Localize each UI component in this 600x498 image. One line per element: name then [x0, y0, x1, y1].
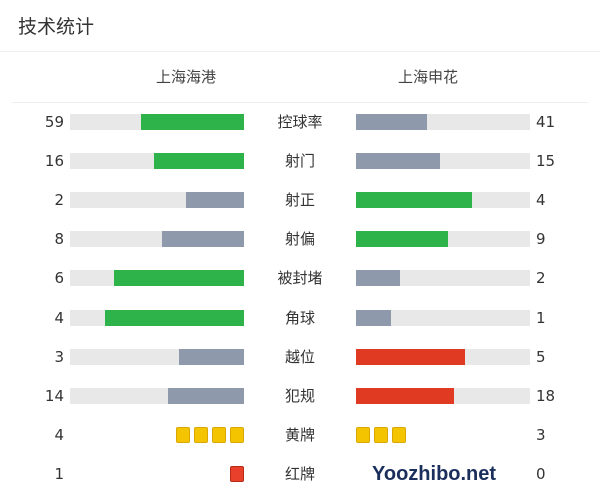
stat-row: 2 射正 4 — [0, 190, 600, 210]
stat-label: 射正 — [284, 191, 315, 209]
stat-label: 犯规 — [284, 387, 315, 405]
stat-row: 59 控球率 41 — [0, 112, 600, 132]
watermark-logo: Yoozhibo.net — [372, 463, 497, 485]
stat-row: 4 角球 1 — [0, 308, 600, 328]
home-value: 8 — [54, 230, 64, 248]
away-value: 3 — [536, 426, 546, 444]
home-bar-track — [70, 310, 244, 326]
away-bar — [356, 192, 472, 208]
stat-label: 控球率 — [277, 113, 323, 131]
away-value: 15 — [536, 152, 556, 170]
home-value: 16 — [44, 152, 64, 170]
stat-row: 6 被封堵 2 — [0, 268, 600, 288]
yellow-card-icon — [230, 427, 244, 443]
yellow-card-icon — [194, 427, 208, 443]
home-team-name: 上海海港 — [155, 68, 216, 86]
away-bar-track — [356, 388, 530, 404]
home-bar-track — [70, 388, 244, 404]
divider — [0, 51, 600, 52]
home-value: 1 — [54, 465, 64, 483]
home-bar — [154, 153, 244, 169]
home-bar-track — [70, 349, 244, 365]
away-cards — [356, 427, 406, 443]
red-card-icon — [230, 466, 244, 482]
home-bar-track — [70, 231, 244, 247]
stat-label: 红牌 — [284, 465, 315, 483]
home-value: 14 — [44, 387, 64, 405]
away-value: 41 — [536, 113, 556, 131]
away-bar-track — [356, 153, 530, 169]
home-value: 4 — [54, 426, 64, 444]
away-bar — [356, 310, 391, 326]
home-value: 3 — [54, 348, 64, 366]
home-bar-track — [70, 270, 244, 286]
yellow-card-icon — [374, 427, 388, 443]
home-value: 59 — [44, 113, 64, 131]
home-bar — [141, 114, 244, 130]
stat-label: 角球 — [284, 309, 315, 327]
away-bar-track — [356, 192, 530, 208]
stat-label: 越位 — [284, 348, 315, 366]
stat-label: 射偏 — [284, 230, 315, 248]
home-value: 2 — [54, 191, 64, 209]
away-value: 0 — [536, 465, 546, 483]
yellow-card-icon — [356, 427, 370, 443]
away-value: 2 — [536, 269, 546, 287]
page-title: 技术统计 — [18, 16, 95, 38]
home-bar — [186, 192, 244, 208]
away-bar-track — [356, 270, 530, 286]
home-bar — [178, 349, 244, 365]
away-team-name: 上海申花 — [397, 68, 458, 86]
away-bar-track — [356, 231, 530, 247]
home-bar — [167, 388, 244, 404]
away-bar — [356, 231, 449, 247]
divider — [12, 102, 588, 103]
away-value: 1 — [536, 309, 546, 327]
stat-row: 16 射门 15 — [0, 151, 600, 171]
stat-row: 3 越位 5 — [0, 347, 600, 367]
home-bar — [104, 310, 244, 326]
stat-label: 黄牌 — [284, 426, 315, 444]
stat-row: 8 射偏 9 — [0, 229, 600, 249]
away-bar-track — [356, 114, 530, 130]
card-row: 4 黄牌 3 — [0, 425, 600, 445]
away-bar — [356, 153, 441, 169]
away-bar — [356, 349, 465, 365]
away-bar — [356, 270, 400, 286]
home-bar-track — [70, 192, 244, 208]
away-bar — [356, 388, 454, 404]
card-row: 1 红牌 0 — [0, 464, 600, 484]
home-value: 6 — [54, 269, 64, 287]
home-value: 4 — [54, 309, 64, 327]
yellow-card-icon — [176, 427, 190, 443]
stat-label: 射门 — [284, 152, 315, 170]
away-value: 18 — [536, 387, 556, 405]
yellow-card-icon — [212, 427, 226, 443]
home-bar — [162, 231, 244, 247]
away-bar — [356, 114, 428, 130]
home-bar — [113, 270, 244, 286]
away-bar-track — [356, 349, 530, 365]
stat-row: 14 犯规 18 — [0, 386, 600, 406]
stat-label: 被封堵 — [277, 269, 323, 287]
away-bar-track — [356, 310, 530, 326]
yellow-card-icon — [392, 427, 406, 443]
home-bar-track — [70, 114, 244, 130]
home-cards — [176, 427, 244, 443]
away-value: 9 — [536, 230, 546, 248]
home-bar-track — [70, 153, 244, 169]
away-value: 4 — [536, 191, 546, 209]
away-value: 5 — [536, 348, 546, 366]
home-cards — [230, 466, 244, 482]
